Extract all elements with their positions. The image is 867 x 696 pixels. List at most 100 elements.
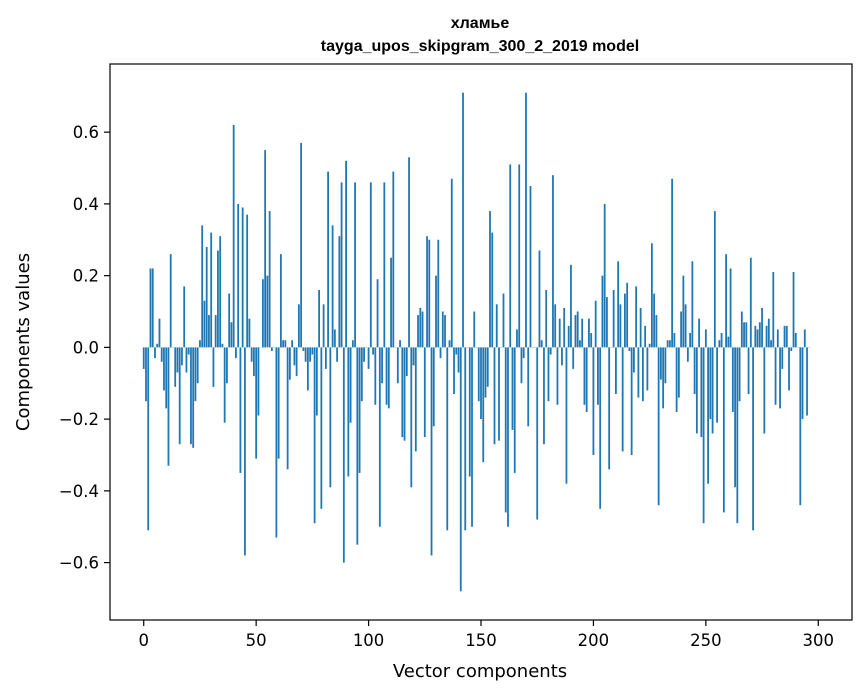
bar xyxy=(619,304,622,348)
bar xyxy=(547,347,550,402)
bar xyxy=(390,257,392,348)
bar xyxy=(275,347,278,538)
bar xyxy=(556,347,559,405)
bar xyxy=(480,347,482,420)
bar xyxy=(279,254,282,348)
bar xyxy=(693,347,696,395)
bar xyxy=(626,282,629,348)
bar xyxy=(167,347,170,466)
bar xyxy=(781,347,784,369)
bar xyxy=(426,236,428,348)
bar xyxy=(770,340,772,348)
bar xyxy=(378,347,381,527)
bar xyxy=(221,343,224,348)
bar xyxy=(767,318,770,348)
bar xyxy=(745,322,748,348)
bar xyxy=(205,246,208,348)
bar xyxy=(338,236,341,348)
bar xyxy=(684,304,687,348)
bar xyxy=(675,347,678,412)
bar xyxy=(374,347,377,405)
bar xyxy=(237,203,240,348)
bar xyxy=(552,175,554,348)
bar xyxy=(711,347,714,434)
bar xyxy=(277,347,280,459)
bar xyxy=(727,336,730,348)
bar xyxy=(241,207,244,348)
bar xyxy=(327,171,329,348)
bar xyxy=(570,264,572,348)
bar xyxy=(597,347,599,405)
bar xyxy=(313,347,316,524)
bar xyxy=(430,347,433,556)
bar xyxy=(199,340,201,348)
bar xyxy=(702,347,705,524)
bar xyxy=(628,347,631,351)
bar xyxy=(268,211,271,348)
bar xyxy=(439,347,442,359)
bar xyxy=(657,347,660,506)
bar xyxy=(567,325,570,348)
bar xyxy=(677,347,680,398)
bar xyxy=(295,347,298,377)
bar xyxy=(423,347,426,438)
bar xyxy=(507,347,509,527)
bar xyxy=(603,203,606,348)
bar xyxy=(417,315,419,348)
bar xyxy=(772,272,775,348)
bar xyxy=(725,254,727,348)
bar xyxy=(306,347,309,391)
bar xyxy=(477,347,480,402)
bar xyxy=(653,293,656,348)
bar xyxy=(538,250,541,348)
bar xyxy=(756,329,759,348)
bar xyxy=(540,340,543,348)
bar xyxy=(740,311,743,348)
bar xyxy=(408,157,410,348)
bar xyxy=(617,261,620,348)
bar xyxy=(421,311,424,348)
bar xyxy=(743,322,745,348)
bar xyxy=(291,340,294,348)
bar xyxy=(165,347,168,409)
bar xyxy=(518,164,521,348)
bar xyxy=(662,347,665,409)
bar xyxy=(149,268,152,348)
bar xyxy=(190,347,192,445)
bar xyxy=(615,347,617,395)
bar xyxy=(351,340,354,348)
bar xyxy=(803,329,806,348)
bar xyxy=(282,340,285,348)
x-tick-label: 100 xyxy=(353,631,385,650)
bar xyxy=(185,347,188,373)
bar xyxy=(700,347,703,438)
bar xyxy=(511,347,514,430)
bar xyxy=(581,318,584,348)
bar xyxy=(722,347,725,513)
bar xyxy=(516,329,518,348)
x-axis-label: Vector components xyxy=(393,661,567,682)
bar xyxy=(509,164,512,348)
bar xyxy=(187,347,190,355)
bar xyxy=(255,347,258,459)
bar xyxy=(448,340,451,348)
bar xyxy=(248,318,251,348)
bar xyxy=(648,343,651,348)
bar xyxy=(554,304,557,348)
bar xyxy=(783,325,786,348)
bar-series xyxy=(142,92,811,592)
bar xyxy=(752,347,754,531)
bar xyxy=(585,347,588,412)
bar xyxy=(718,340,721,348)
bar xyxy=(147,347,150,531)
bar xyxy=(758,322,761,348)
y-tick-label: 0.2 xyxy=(73,267,99,286)
bar xyxy=(145,347,147,402)
bar xyxy=(713,211,716,348)
bar xyxy=(437,239,440,348)
bar xyxy=(354,182,356,348)
bar xyxy=(347,347,350,477)
bar xyxy=(455,347,458,355)
bar xyxy=(219,236,222,348)
bar xyxy=(232,124,235,348)
